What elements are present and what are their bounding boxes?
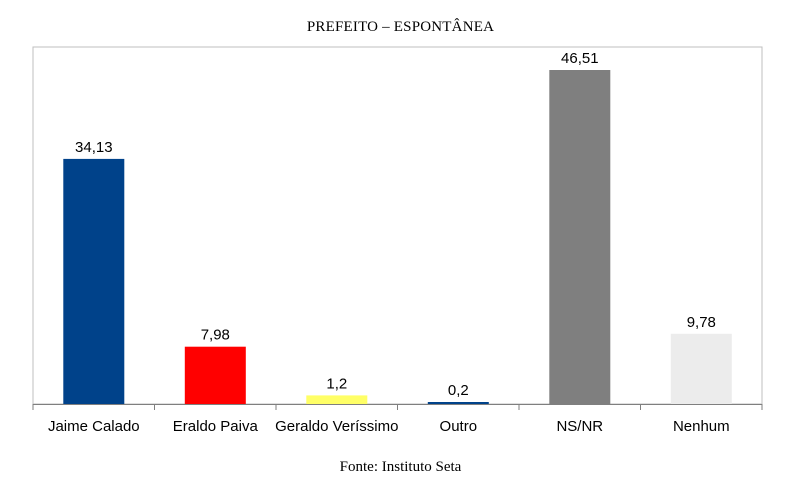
bar-value-label: 7,98 [201,327,230,344]
bar-value-label: 9,78 [687,314,716,331]
bar-2 [306,395,368,404]
bar-4 [549,70,611,404]
bar-5 [670,333,732,404]
bars-layer [63,70,732,404]
bar-3 [427,402,489,404]
x-tick-label: Nenhum [673,418,730,435]
bar-value-label: 46,51 [561,50,599,67]
labels-layer: 34,13 Jaime Calado 7,98 Eraldo Paiva 1,2 Gera… [48,50,730,435]
x-tick-label: Eraldo Paiva [173,418,259,435]
plot-frame [32,46,763,405]
x-tick-label: Outro [440,418,478,435]
bar-value-label: 34,13 [75,139,113,156]
ticks-layer [32,404,763,410]
bar-value-label: 1,2 [326,375,347,392]
bar-1 [184,346,246,404]
chart-source: Fonte: Instituto Seta [339,459,462,475]
bar-0 [63,158,125,404]
chart-title: PREFEITO – ESPONTÂNEA [306,19,495,35]
x-tick-label: Geraldo Veríssimo [275,418,398,435]
x-tick-label: NS/NR [556,418,603,435]
bar-value-label: 0,2 [448,382,469,399]
x-tick-label: Jaime Calado [48,418,140,435]
